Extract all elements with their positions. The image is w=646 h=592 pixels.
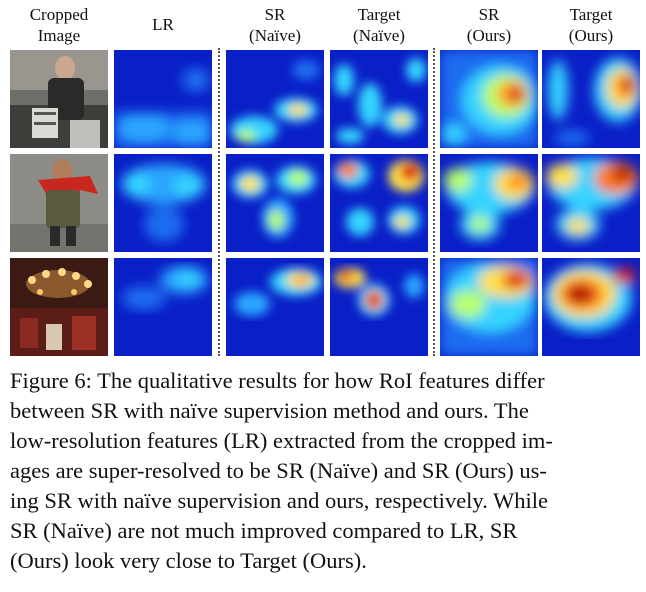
figure-caption: Figure 6: The qualitative results for ho… (10, 366, 640, 576)
cropped-image-row-3 (10, 258, 108, 356)
separator-dotted-left (218, 48, 220, 356)
heatmap-target-ours-row-3 (542, 258, 640, 356)
column-header-target-naive: Target (Naïve) (353, 5, 405, 45)
heatmap-target-naive-row-2 (330, 154, 428, 252)
heatmap-sr-naive-row-3 (226, 258, 324, 356)
caption-line-7: (Ours) look very close to Target (Ours). (10, 548, 367, 573)
cropped-photo-child-scarf (10, 154, 108, 252)
separator-dotted-right (433, 48, 435, 356)
heatmap-target-ours-row-1 (542, 50, 640, 148)
heatmap-sr-ours-row-2 (440, 154, 538, 252)
cropped-photo-chandelier (10, 258, 108, 356)
heatmap-target-naive-row-1 (330, 50, 428, 148)
column-header-sr-naive: SR (Naïve) (249, 5, 301, 45)
cropped-image-row-1 (10, 50, 108, 148)
heatmap-sr-ours-row-1 (440, 50, 538, 148)
caption-line-3: low-resolution features (LR) extracted f… (10, 428, 553, 453)
heatmap-lr-row-2 (114, 154, 212, 252)
column-header-target-ours: Target (Ours) (568, 5, 614, 45)
caption-line-5: ing SR with naïve supervision and ours, … (10, 488, 549, 513)
column-header-sr-ours: SR (Ours) (466, 5, 512, 45)
caption-line-6: SR (Naïve) are not much improved compare… (10, 518, 518, 543)
cropped-image-row-2 (10, 154, 108, 252)
heatmap-lr-row-1 (114, 50, 212, 148)
heatmap-lr-row-3 (114, 258, 212, 356)
heatmap-target-naive-row-3 (330, 258, 428, 356)
caption-line-2: between SR with naïve supervision method… (10, 398, 529, 423)
heatmap-sr-ours-row-3 (440, 258, 538, 356)
caption-line-4: ages are super-resolved to be SR (Naïve)… (10, 458, 547, 483)
heatmap-sr-naive-row-2 (226, 154, 324, 252)
heatmap-sr-naive-row-1 (226, 50, 324, 148)
column-header-cropped-image: Cropped Image (29, 5, 89, 45)
heatmap-target-ours-row-2 (542, 154, 640, 252)
column-header-lr: LR (152, 15, 174, 34)
cropped-photo-person-backpack (10, 50, 108, 148)
caption-line-1: Figure 6: The qualitative results for ho… (10, 368, 545, 393)
